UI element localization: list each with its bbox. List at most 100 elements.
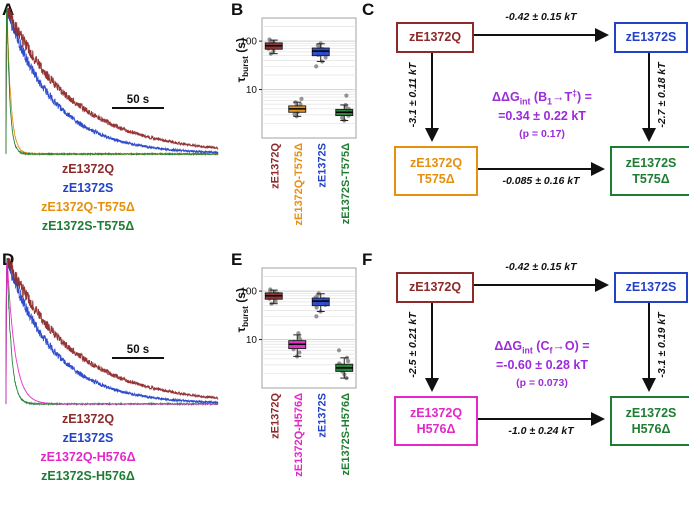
- trace-zE1372Q: [5, 7, 219, 155]
- ddg-p-value: (p = 0.073): [516, 377, 568, 390]
- trace-zE1372Q: [5, 257, 219, 405]
- panel-a: A 50 s zE1372Q zE1372S zE1372Q-T575Δ zE1…: [0, 0, 226, 250]
- state-box-bottom-right: zE1372S T575Δ: [610, 146, 689, 196]
- state-box-label: zE1372Q: [408, 280, 462, 295]
- ddg-line2: =0.34 ± 0.22 kT: [498, 109, 586, 124]
- state-box-label: zE1372Q: [409, 405, 463, 420]
- panel-b: B τburst (s) 100 10 zE1372Q zE1372Q-T575Δ zE…: [226, 0, 360, 250]
- current-traces-d: [5, 257, 219, 407]
- data-point: [346, 359, 351, 364]
- panel-e: E τburst (s) 100 10 zE1372Q zE1372Q-H576Δ zE…: [226, 250, 360, 505]
- box-category-label: zE1372S-H576Δ: [340, 393, 352, 476]
- panel-f: F -0.42 ± 0.15 kT -2.5 ± 0.21 kT -3.1 ± …: [360, 250, 689, 505]
- data-point: [267, 37, 272, 42]
- data-point: [273, 299, 278, 304]
- data-point: [336, 348, 342, 353]
- legend-item: zE1372Q-H576Δ: [40, 450, 136, 464]
- data-point: [318, 41, 323, 46]
- data-point: [268, 287, 273, 292]
- state-box-label: zE1372S: [625, 405, 677, 420]
- boxplot-b: 100 10 zE1372Q zE1372Q-T575Δ zE1372S zE1372S-…: [240, 17, 357, 226]
- box-category-label: zE1372S-T575Δ: [340, 143, 352, 224]
- box-category-label: zE1372Q-T575Δ: [293, 143, 305, 226]
- state-box-label: H576Δ: [416, 422, 456, 436]
- panel-letter-b: B: [231, 0, 244, 19]
- box-category-label: zE1372Q-H576Δ: [293, 393, 305, 477]
- state-box-label: zE1372Q: [409, 155, 463, 170]
- legend-item: zE1372Q: [61, 162, 115, 176]
- scale-bar-d: 50 s: [112, 344, 164, 360]
- trace-legend-a: zE1372Q zE1372S zE1372Q-T575Δ zE1372S-T5…: [0, 160, 176, 236]
- ddg-p-value: (p = 0.17): [519, 128, 565, 141]
- data-point: [314, 314, 319, 319]
- arrow-top-label: -0.42 ± 0.15 kT: [505, 261, 578, 273]
- state-box-label: T575Δ: [632, 172, 670, 186]
- y-tick-label: 10: [246, 335, 258, 346]
- data-point: [296, 335, 302, 340]
- legend-item: zE1372S-T575Δ: [41, 219, 135, 233]
- state-box-label: zE1372S: [625, 155, 677, 170]
- y-tick-label: 10: [246, 85, 258, 96]
- legend-item: zE1372Q: [61, 412, 115, 426]
- state-box-label: H576Δ: [631, 422, 671, 436]
- trace-legend-d: zE1372Q zE1372S zE1372Q-H576Δ zE1372S-H5…: [0, 410, 176, 486]
- state-box-top-right: zE1372S: [614, 22, 688, 53]
- scale-bar-line: [112, 107, 164, 110]
- arrow-left-label: -2.5 ± 0.21 kT: [407, 311, 419, 378]
- data-point: [314, 305, 319, 310]
- trace-zE1372S-T575Δ: [5, 7, 219, 157]
- legend-item: zE1372S-H576Δ: [41, 469, 135, 483]
- legend-item: zE1372S: [62, 431, 114, 445]
- ddg-line1: ΔΔGint (B1→T‡) =: [492, 88, 592, 107]
- trace-zE1372Q-H576Δ: [5, 260, 219, 405]
- arrow-bottom-label: -0.085 ± 0.16 kT: [503, 175, 582, 187]
- scale-bar-label: 50 s: [126, 94, 150, 106]
- state-box-top-right: zE1372S: [614, 272, 688, 303]
- box-category-label: zE1372Q: [269, 393, 281, 439]
- state-box-bottom-left: zE1372Q H576Δ: [394, 396, 478, 446]
- trace-zE1372S: [5, 7, 219, 155]
- data-point: [296, 331, 301, 336]
- box-category-label: zE1372S: [316, 143, 328, 188]
- y-tick-label: 100: [240, 37, 257, 48]
- state-box-label: zE1372Q: [408, 30, 462, 45]
- panel-letter-f: F: [362, 250, 373, 269]
- panel-c: C -0.42 ± 0.15 kT -3.1 ± 0.11 kT -2.7 ± …: [360, 0, 689, 250]
- data-point: [297, 350, 302, 355]
- ddg-line1: ΔΔGint (Cf→O) =: [494, 339, 590, 356]
- coupling-energy-text: ΔΔGint (B1→T‡) = =0.34 ± 0.22 kT (p = 0.…: [474, 88, 610, 140]
- scale-bar-label: 50 s: [126, 344, 150, 356]
- state-box-top-left: zE1372Q: [396, 272, 474, 303]
- state-box-bottom-left: zE1372Q T575Δ: [394, 146, 478, 196]
- cycle-arrows-f: -0.42 ± 0.15 kT -2.5 ± 0.21 kT -3.1 ± 0.…: [407, 261, 668, 437]
- box-category-label: zE1372Q: [269, 143, 281, 189]
- data-point: [314, 64, 319, 69]
- data-point: [299, 96, 304, 101]
- legend-item: zE1372Q-T575Δ: [41, 200, 135, 214]
- panel-letter-e: E: [231, 250, 243, 269]
- current-traces-a: [5, 7, 219, 157]
- coupling-energy-text: ΔΔGint (Cf→O) = =-0.60 ± 0.28 kT (p = 0.…: [474, 338, 610, 389]
- data-point: [344, 93, 349, 98]
- trace-zE1372S: [5, 257, 219, 405]
- state-box-label: zE1372S: [625, 280, 677, 295]
- y-tick-label: 100: [240, 287, 257, 298]
- ddg-line2: =-0.60 ± 0.28 kT: [496, 358, 588, 373]
- cycle-arrows-c: -0.42 ± 0.15 kT -3.1 ± 0.11 kT -2.7 ± 0.…: [407, 11, 668, 187]
- boxplot-e: 100 10 zE1372Q zE1372Q-H576Δ zE1372S zE1372S-…: [240, 267, 357, 477]
- state-box-bottom-right: zE1372S H576Δ: [610, 396, 689, 446]
- box-category-label: zE1372S: [316, 393, 328, 438]
- state-box-label: T575Δ: [417, 172, 455, 186]
- arrow-right-label: -2.7 ± 0.18 kT: [656, 61, 668, 128]
- arrow-right-label: -3.1 ± 0.19 kT: [656, 311, 668, 378]
- arrow-left-label: -3.1 ± 0.11 kT: [407, 61, 419, 127]
- legend-item: zE1372S: [62, 181, 114, 195]
- arrow-top-label: -0.42 ± 0.15 kT: [505, 11, 578, 23]
- scale-bar-line: [112, 357, 164, 360]
- data-point: [316, 291, 321, 296]
- data-point: [292, 112, 297, 117]
- panel-d: D 50 s zE1372Q zE1372S zE1372Q-H576Δ zE1…: [0, 250, 226, 505]
- data-point: [340, 115, 345, 120]
- state-box-label: zE1372S: [625, 30, 677, 45]
